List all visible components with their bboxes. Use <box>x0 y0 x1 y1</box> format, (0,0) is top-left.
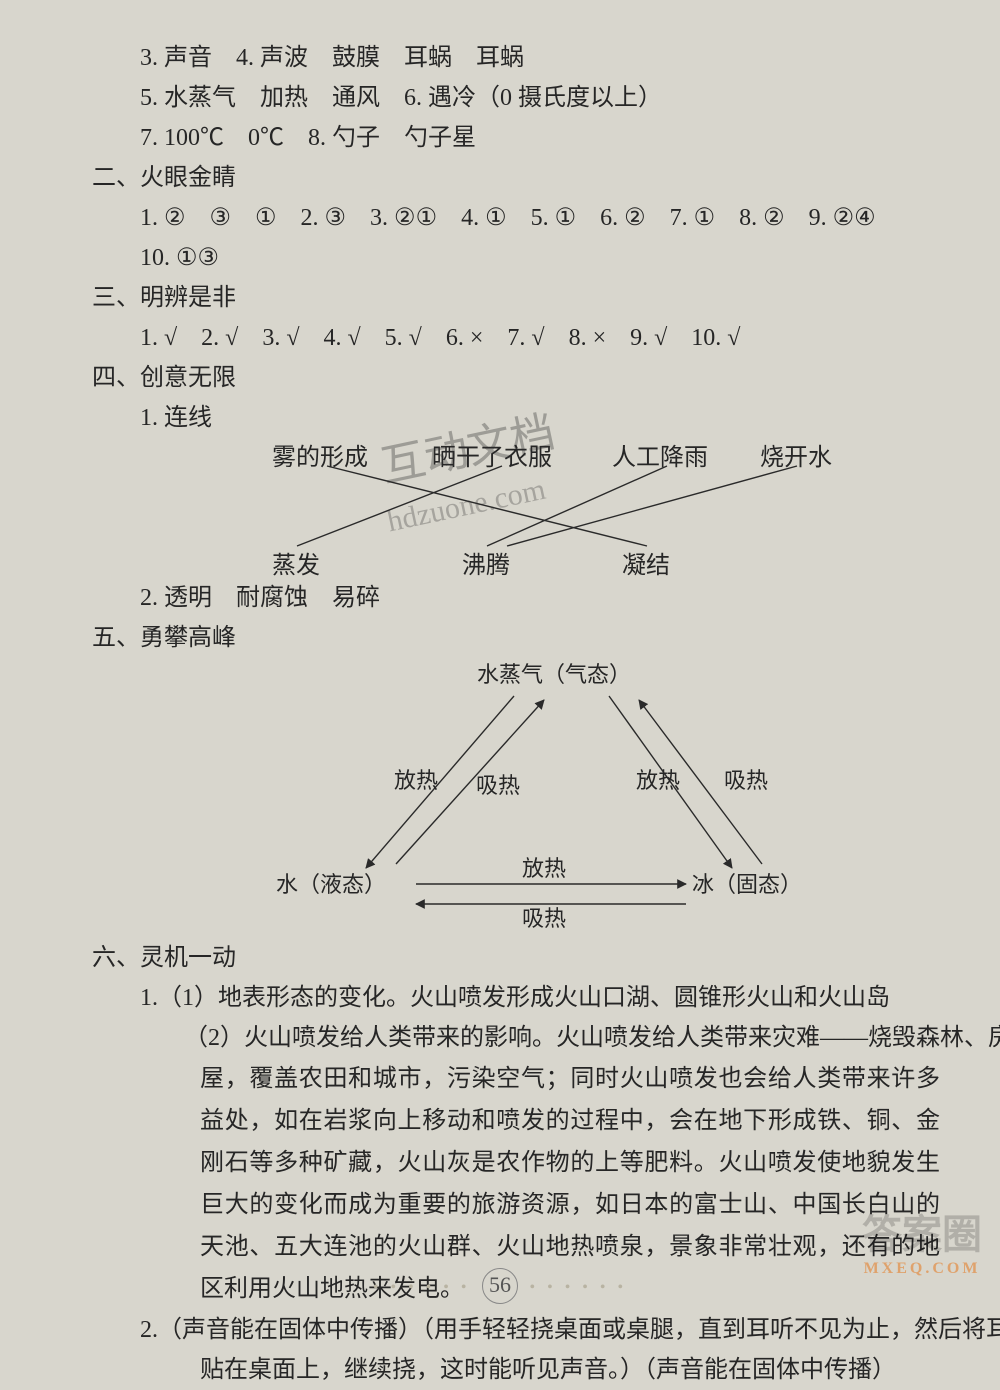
footer-dots-left: • • • • • • <box>373 1279 471 1296</box>
match-top-3: 烧开水 <box>760 438 832 478</box>
state-triangle-diagram: 水蒸气（气态）水（液态）冰（固态）放热吸热放热吸热放热吸热 <box>184 658 984 938</box>
svg-text:吸热: 吸热 <box>476 773 520 798</box>
answer-line-5: 5. 水蒸气 加热 通风 6. 遇冷（0 摄氏度以上） <box>92 78 940 118</box>
page-number: 56 <box>482 1268 518 1304</box>
match-bottom-2: 凝结 <box>622 546 670 586</box>
section-5-title: 五、勇攀高峰 <box>92 618 940 658</box>
page-footer: • • • • • • 56 • • • • • • <box>0 1265 1000 1308</box>
triangle-svg: 水蒸气（气态）水（液态）冰（固态）放热吸热放热吸热放热吸热 <box>184 658 984 938</box>
section-6-1-1: 1.（1）地表形态的变化。火山喷发形成火山口湖、圆锥形火山和火山岛 <box>92 978 940 1018</box>
match-top-2: 人工降雨 <box>612 438 708 478</box>
section-2-line-1: 1. ② ③ ① 2. ③ 3. ②① 4. ① 5. ① 6. ② 7. ① … <box>92 198 940 238</box>
match-top-0: 雾的形成 <box>272 438 368 478</box>
svg-text:冰（固态）: 冰（固态） <box>692 872 802 897</box>
section-3-line-1: 1. √ 2. √ 3. √ 4. √ 5. √ 6. × 7. √ 8. × … <box>92 318 940 358</box>
section-2-title: 二、火眼金睛 <box>92 158 940 198</box>
answer-line-3: 3. 声音 4. 声波 鼓膜 耳蜗 耳蜗 <box>92 38 940 78</box>
svg-text:水（液态）: 水（液态） <box>276 872 386 897</box>
footer-dots-right: • • • • • • <box>530 1279 628 1296</box>
match-bottom-1: 沸腾 <box>462 546 510 586</box>
corner-logo-main: 答案圈 <box>862 1218 982 1252</box>
section-2-line-2: 10. ①③ <box>92 238 940 278</box>
section-3-title: 三、明辨是非 <box>92 278 940 318</box>
section-4-title: 四、创意无限 <box>92 358 940 398</box>
section-4-q2: 2. 透明 耐腐蚀 易碎 <box>92 578 940 618</box>
svg-text:吸热: 吸热 <box>522 906 566 931</box>
corner-logo-sub: MXEQ.COM <box>862 1252 982 1286</box>
answer-line-7: 7. 100℃ 0℃ 8. 勺子 勺子星 <box>92 118 940 158</box>
svg-text:水蒸气（气态）: 水蒸气（气态） <box>477 662 631 687</box>
section-6-title: 六、灵机一动 <box>92 938 940 978</box>
match-bottom-0: 蒸发 <box>272 546 320 586</box>
svg-text:放热: 放热 <box>636 768 680 793</box>
section-4-q1: 1. 连线 <box>92 398 940 438</box>
svg-text:放热: 放热 <box>394 768 438 793</box>
section-6-2-a: 2.（声音能在固体中传播）（用手轻轻挠桌面或桌腿，直到耳听不见为止，然后将耳朵 <box>92 1310 940 1350</box>
page: 3. 声音 4. 声波 鼓膜 耳蜗 耳蜗 5. 水蒸气 加热 通风 6. 遇冷（… <box>0 0 1000 1326</box>
section-6-2-b: 贴在桌面上，继续挠，这时能听见声音。）（声音能在固体中传播） <box>92 1350 940 1390</box>
matching-diagram: 雾的形成 晒干了衣服 人工降雨 烧开水 蒸发 沸腾 凝结 <box>212 438 1000 578</box>
match-top-1: 晒干了衣服 <box>432 438 552 478</box>
section-6-1-2-lead: （2）火山喷发给人类带来的影响。火山喷发给人类带来灾难——烧毁森林、房 <box>92 1018 940 1058</box>
corner-logo: 答案圈 MXEQ.COM <box>862 1218 982 1286</box>
svg-text:放热: 放热 <box>522 856 566 881</box>
svg-text:吸热: 吸热 <box>724 768 768 793</box>
